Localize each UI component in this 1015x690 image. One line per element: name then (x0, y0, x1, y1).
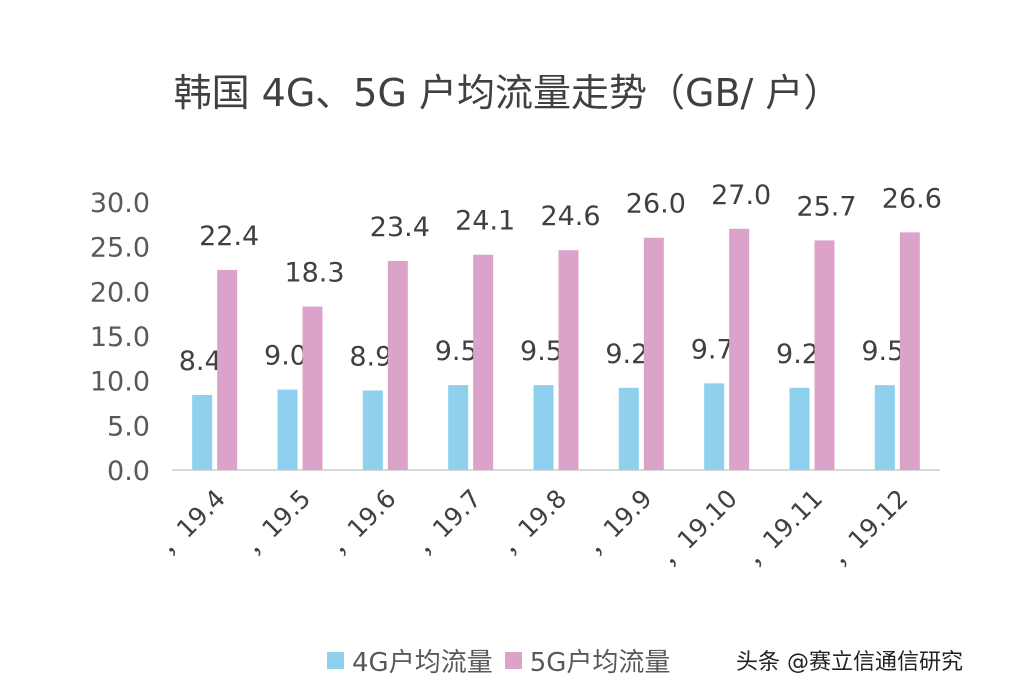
bar-5g (387, 260, 408, 470)
x-tick-label: ，19.11 (739, 484, 828, 573)
x-tick-label: ，19.5 (239, 484, 317, 562)
data-label: 9.7 (691, 334, 734, 365)
y-tick-label: 15.0 (90, 322, 150, 353)
data-label: 23.4 (370, 212, 430, 243)
legend-label-4g: 4G户均流量 (352, 648, 493, 678)
x-tick-label: ，19.12 (825, 484, 914, 573)
data-label: 9.5 (520, 336, 563, 367)
data-label: 24.6 (540, 201, 600, 232)
y-tick-label: 5.0 (107, 411, 150, 442)
y-tick-label: 30.0 (90, 188, 150, 219)
data-label: 8.4 (179, 346, 222, 377)
bar-5g (729, 228, 750, 470)
data-label: 18.3 (284, 258, 344, 289)
y-tick-label: 25.0 (90, 233, 150, 264)
y-tick-label: 10.0 (90, 367, 150, 398)
x-tick-label: ，19.8 (495, 484, 573, 562)
bar-4g (789, 387, 810, 470)
data-label: 27.0 (711, 180, 771, 211)
bar-5g (814, 240, 835, 470)
data-label: 9.2 (605, 339, 648, 370)
x-tick-label: ，19.6 (324, 484, 402, 562)
data-label: 22.4 (199, 221, 259, 252)
x-tick-label: ，19.4 (153, 484, 231, 562)
data-label: 26.6 (882, 183, 942, 214)
data-label: 24.1 (455, 206, 515, 237)
x-tick-label: ，19.9 (580, 484, 658, 562)
bar-5g (302, 306, 323, 470)
data-label: 26.0 (626, 189, 686, 220)
y-tick-label: 20.0 (90, 277, 150, 308)
legend-swatch-4g (327, 652, 344, 669)
x-tick-label: ，19.10 (654, 484, 743, 573)
bar-5g (473, 254, 494, 470)
data-label: 25.7 (796, 191, 856, 222)
bar-5g (643, 237, 664, 470)
data-label: 8.9 (349, 341, 392, 372)
bar-4g (362, 390, 383, 470)
legend-label-5g: 5G户均流量 (529, 648, 671, 678)
bar-4g (704, 383, 725, 470)
bar-4g (874, 385, 895, 470)
bar-4g (277, 389, 298, 470)
data-label: 9.5 (861, 336, 904, 367)
x-tick-label: ，19.7 (409, 484, 487, 562)
bar-4g (618, 387, 639, 470)
bar-4g (448, 385, 469, 470)
legend-swatch-5g (504, 652, 522, 669)
data-label: 9.5 (435, 336, 478, 367)
bar-5g (217, 269, 238, 470)
bar-4g (192, 394, 213, 470)
chart-title: 韩国 4G、5G 户均流量走势（GB/ 户） (173, 71, 842, 115)
data-label: 9.2 (776, 339, 819, 370)
bar-4g (533, 385, 554, 470)
y-tick-label: 0.0 (107, 456, 150, 487)
data-label: 9.0 (264, 341, 307, 372)
bar-5g (899, 232, 920, 470)
watermark: 头条 @赛立信通信研究 (736, 650, 963, 675)
bar-5g (558, 250, 579, 470)
legend: 4G户均流量 5G户均流量 (327, 642, 670, 679)
